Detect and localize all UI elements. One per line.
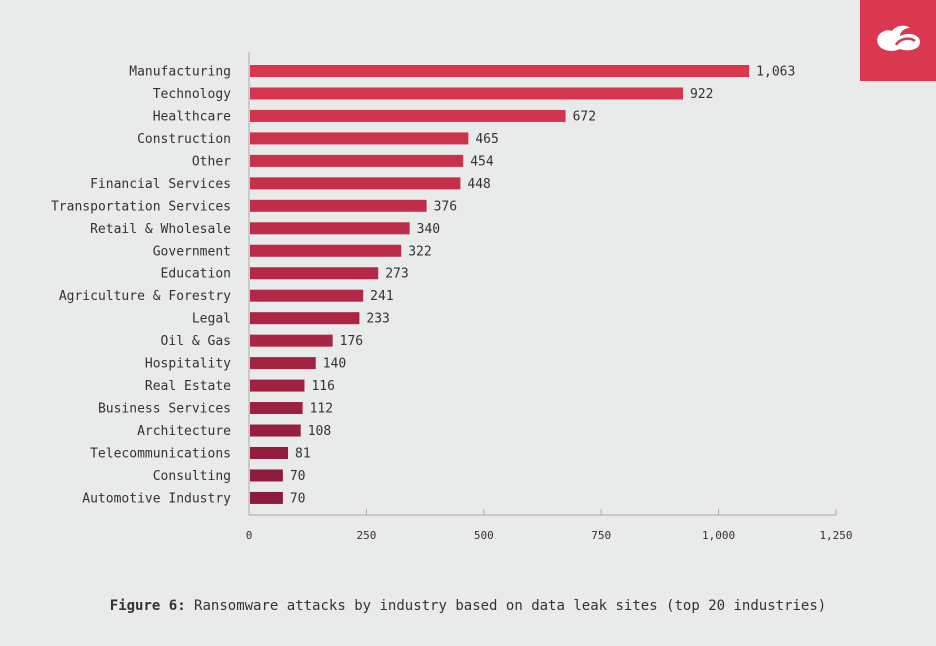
- value-label: 448: [467, 177, 490, 192]
- category-label: Hospitality: [145, 357, 231, 372]
- x-tick-label: 250: [356, 529, 376, 542]
- bar: [250, 334, 333, 347]
- bar: [250, 109, 566, 122]
- bar: [250, 199, 427, 212]
- category-label: Telecommunications: [90, 446, 231, 461]
- bar: [250, 177, 461, 190]
- value-label: 454: [470, 154, 494, 169]
- x-tick-label: 1,000: [702, 529, 735, 542]
- category-label: Government: [153, 244, 231, 259]
- category-label: Legal: [192, 312, 231, 327]
- bar-chart: Manufacturing 1,063 Technology 922 Healthcar…: [51, 52, 853, 542]
- caption-prefix: Figure 6:: [109, 598, 186, 614]
- bar: [250, 132, 469, 145]
- x-tick-label: 750: [591, 529, 611, 542]
- value-label: 376: [434, 199, 457, 214]
- x-tick-label: 500: [474, 529, 494, 542]
- category-label: Education: [161, 267, 231, 282]
- category-label: Transportation Services: [51, 199, 231, 214]
- bar: [250, 402, 303, 415]
- figure-caption: Figure 6: Ransomware attacks by industry…: [0, 598, 936, 614]
- bar: [250, 222, 410, 235]
- value-label: 176: [340, 334, 363, 349]
- bar: [250, 446, 289, 459]
- cloud-logo-icon: [877, 25, 920, 51]
- value-label: 233: [366, 312, 389, 327]
- bar: [250, 424, 301, 437]
- value-label: 108: [308, 424, 331, 439]
- category-label: Automotive Industry: [82, 491, 231, 506]
- bar: [250, 289, 364, 302]
- x-tick-label: 1,250: [819, 529, 852, 542]
- value-label: 70: [290, 469, 306, 484]
- category-label: Other: [192, 154, 231, 169]
- category-label: Architecture: [137, 424, 231, 439]
- value-label: 1,063: [756, 65, 795, 80]
- bar: [250, 469, 283, 482]
- value-label: 81: [295, 446, 311, 461]
- category-label: Consulting: [153, 469, 231, 484]
- value-label: 273: [385, 267, 408, 282]
- caption-text: Ransomware attacks by industry based on …: [185, 598, 827, 614]
- value-label: 116: [311, 379, 334, 394]
- bar: [250, 267, 379, 280]
- value-label: 112: [310, 402, 333, 417]
- value-label: 922: [690, 87, 713, 102]
- category-label: Manufacturing: [129, 65, 231, 80]
- value-label: 140: [323, 357, 346, 372]
- category-label: Retail & Wholesale: [90, 222, 231, 237]
- brand-logo: [860, 0, 936, 81]
- bar: [250, 357, 316, 370]
- bar: [250, 65, 750, 77]
- bar: [250, 379, 305, 392]
- value-label: 322: [408, 244, 431, 259]
- bar: [250, 312, 360, 325]
- value-label: 70: [290, 491, 306, 506]
- category-label: Real Estate: [145, 379, 231, 394]
- value-label: 672: [573, 109, 596, 124]
- bar: [250, 244, 402, 257]
- category-label: Oil & Gas: [161, 334, 231, 349]
- bar: [250, 87, 683, 100]
- category-label: Agriculture & Forestry: [59, 289, 231, 304]
- value-label: 340: [417, 222, 440, 237]
- value-label: 465: [475, 132, 498, 147]
- x-tick-label: 0: [246, 529, 253, 542]
- category-label: Financial Services: [90, 177, 231, 192]
- bar: [250, 154, 464, 167]
- bar: [250, 491, 283, 504]
- value-label: 241: [370, 289, 393, 304]
- category-label: Technology: [153, 87, 231, 102]
- category-label: Construction: [137, 132, 231, 147]
- category-label: Healthcare: [153, 109, 231, 124]
- category-label: Business Services: [98, 402, 231, 417]
